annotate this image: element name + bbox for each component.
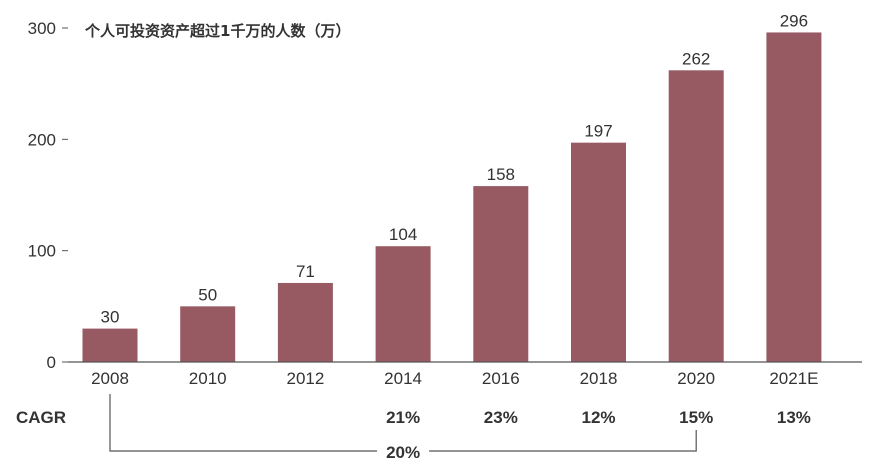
data-labels: 30 50 71 104 158 197 262 296 <box>101 11 809 326</box>
x-axis-tick-labels: 2008 2010 2012 2014 2016 2018 2020 2021E <box>91 369 818 388</box>
y-tick-label: 200 <box>28 130 56 149</box>
x-tick-label: 2021E <box>769 369 818 388</box>
overall-cagr-bracket: 20% <box>109 394 697 462</box>
x-tick-label: 2008 <box>91 369 129 388</box>
cagr-value: 23% <box>484 408 518 427</box>
cagr-value: 12% <box>581 408 615 427</box>
bar-2021e <box>766 32 822 362</box>
data-label: 71 <box>296 262 315 281</box>
bar-2020 <box>668 70 724 362</box>
data-label: 197 <box>584 122 612 141</box>
y-tick-label: 0 <box>47 353 56 372</box>
data-label: 262 <box>682 49 710 68</box>
cagr-value: 13% <box>777 408 811 427</box>
bar-2010 <box>180 306 236 362</box>
data-label: 296 <box>780 11 808 30</box>
bars <box>82 32 822 362</box>
x-tick-label: 2010 <box>189 369 227 388</box>
cagr-values: 21% 23% 12% 15% 13% <box>386 408 811 427</box>
data-label: 30 <box>101 308 120 327</box>
data-label: 104 <box>389 225 417 244</box>
cagr-value: 21% <box>386 408 420 427</box>
bar-2016 <box>473 186 529 362</box>
cagr-row-label: CAGR <box>16 408 66 427</box>
chart-title: 个人可投资资产超过1千万的人数（万） <box>84 22 350 40</box>
cagr-value: 15% <box>679 408 713 427</box>
bar-2018 <box>571 142 626 362</box>
bracket-line-right <box>429 430 697 452</box>
data-label: 158 <box>487 165 515 184</box>
data-label: 50 <box>198 285 217 304</box>
y-axis-ticks: 0 100 200 300 <box>28 19 68 372</box>
y-tick-label: 300 <box>28 19 56 38</box>
x-tick-label: 2016 <box>482 369 520 388</box>
bracket-line-left <box>109 394 378 452</box>
x-tick-label: 2012 <box>286 369 324 388</box>
bar-2012 <box>277 282 333 362</box>
bar-2008 <box>82 328 138 362</box>
overall-cagr-value: 20% <box>386 443 420 462</box>
x-tick-label: 2014 <box>384 369 422 388</box>
bar-2014 <box>375 246 431 362</box>
x-tick-label: 2018 <box>580 369 618 388</box>
y-tick-label: 100 <box>28 242 56 261</box>
x-tick-label: 2020 <box>677 369 715 388</box>
